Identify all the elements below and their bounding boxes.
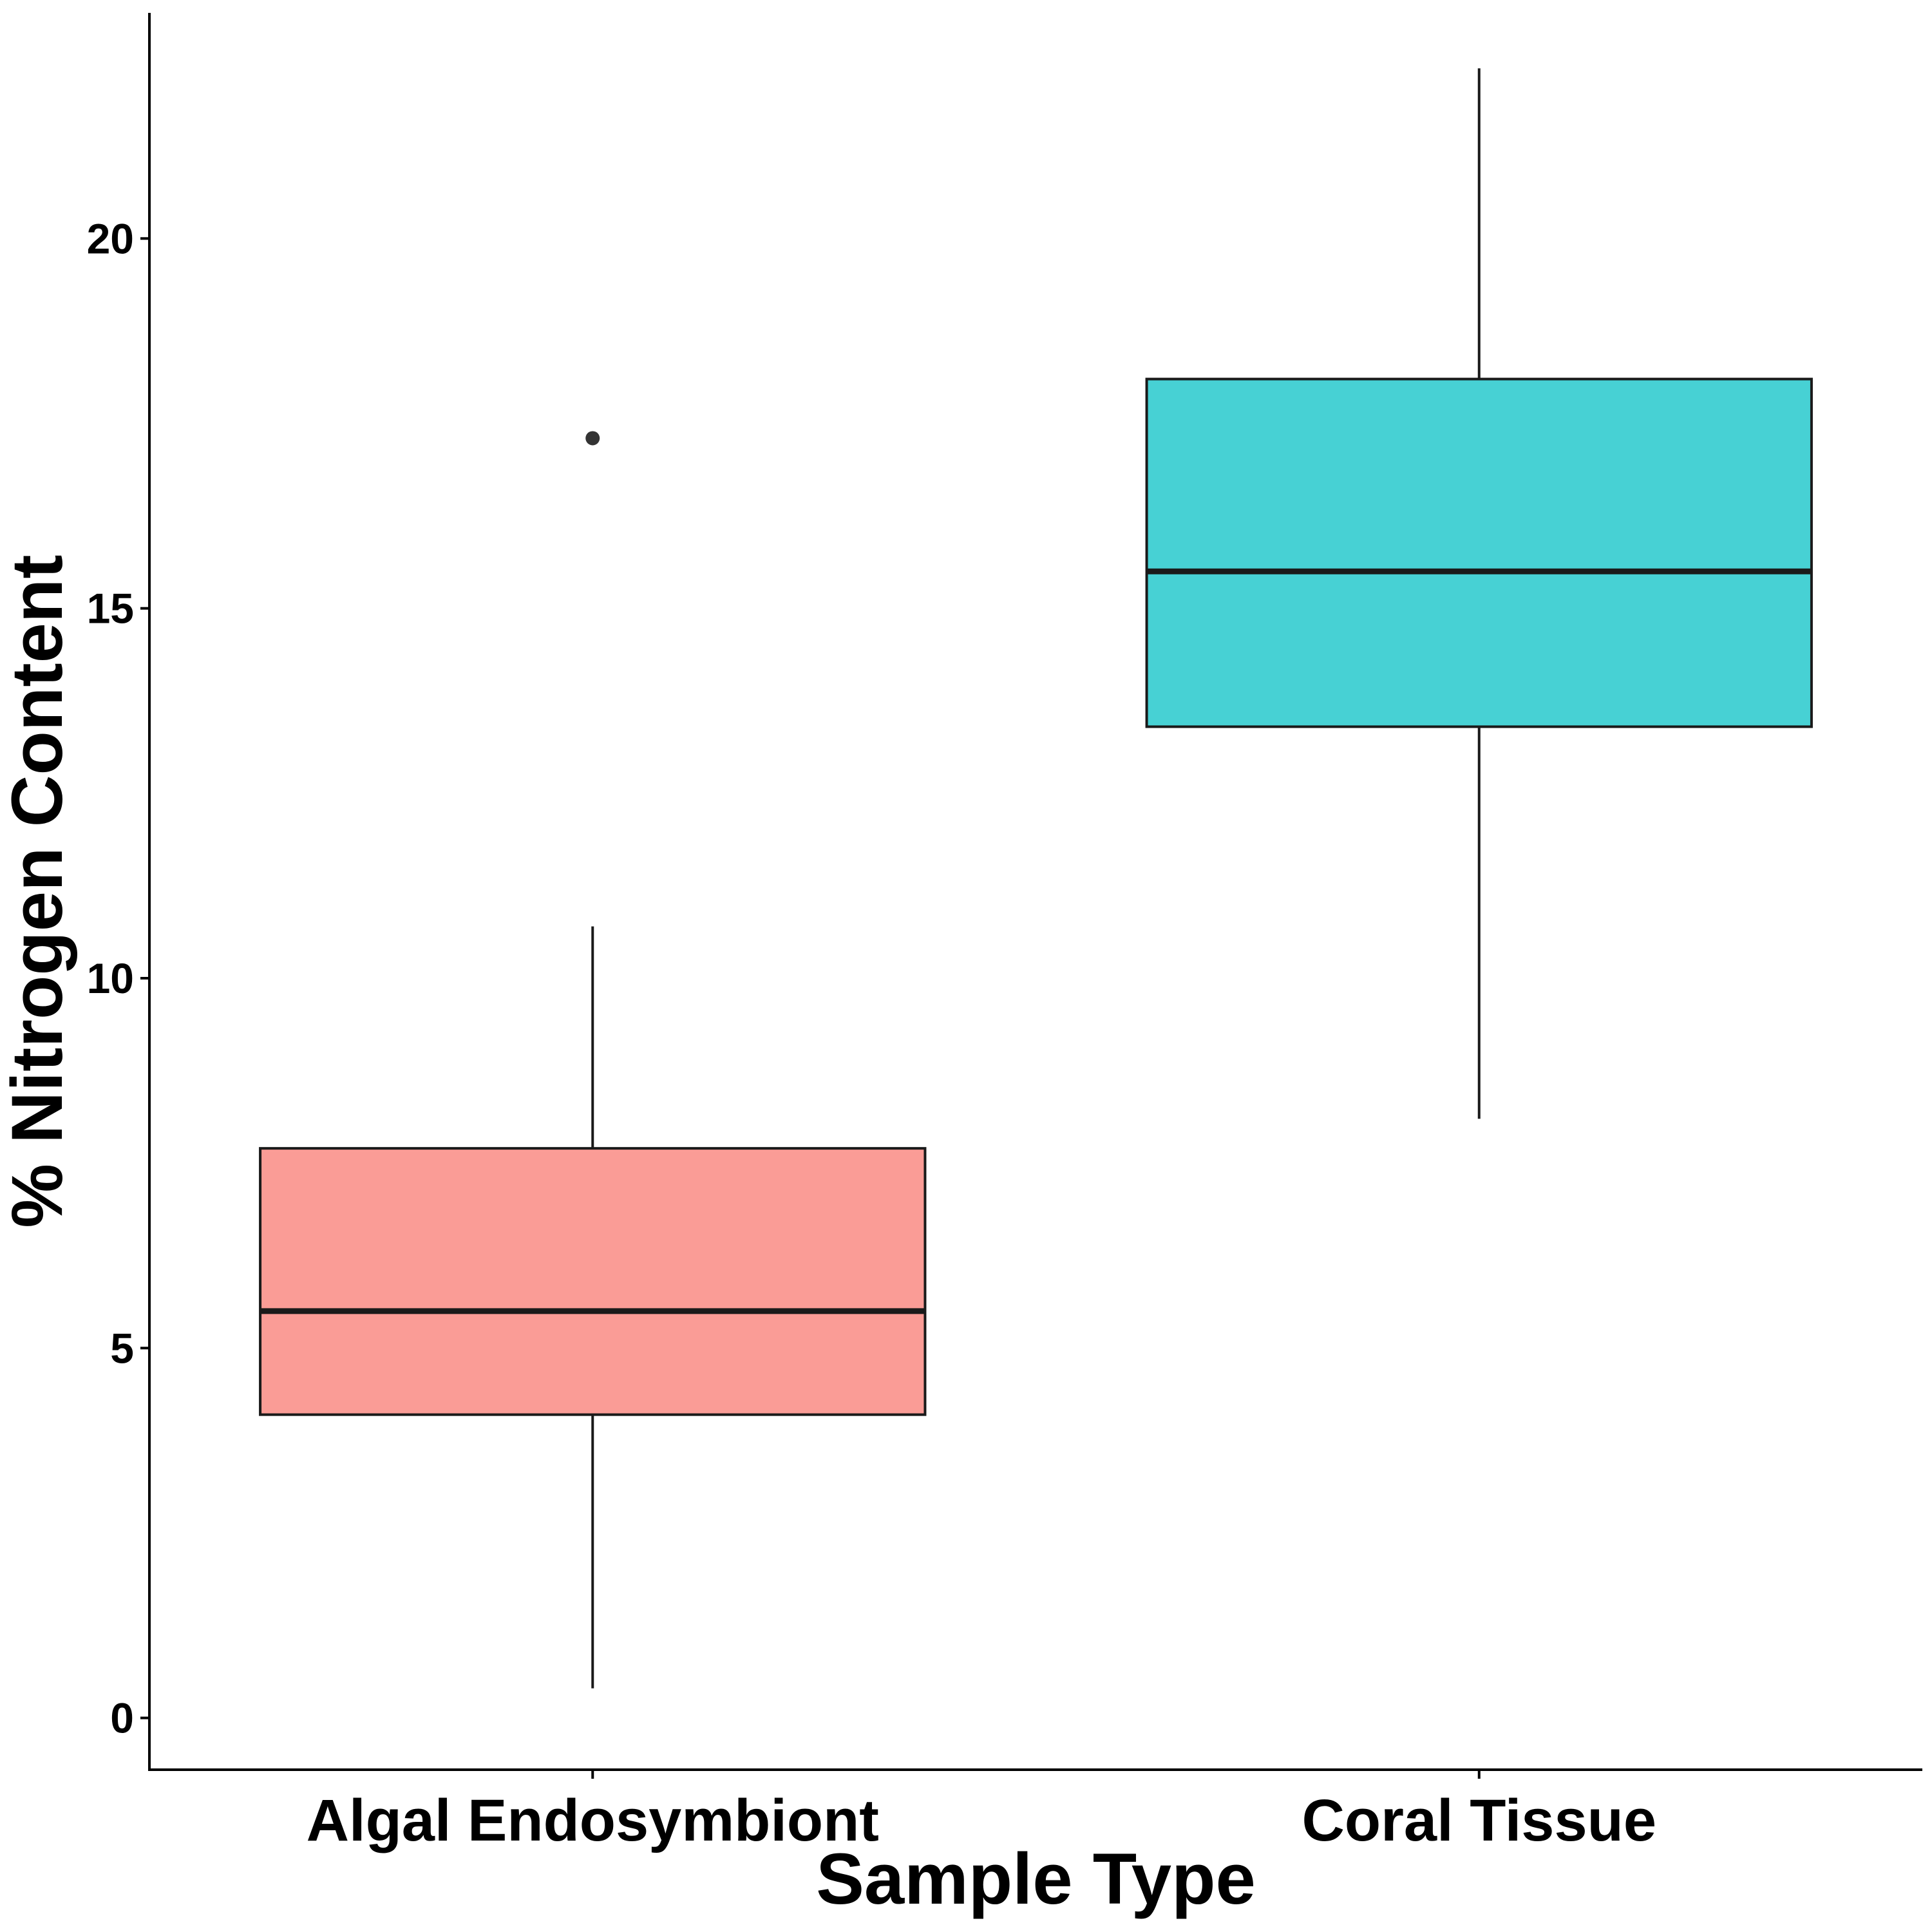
outlier-point <box>585 431 600 446</box>
y-axis-ticks: 0 5 10 15 20 <box>87 214 149 1742</box>
box-1 <box>259 431 927 1689</box>
y-tick-label: 10 <box>87 954 134 1002</box>
box-2 <box>1145 68 1813 1119</box>
box-body <box>259 1147 927 1416</box>
y-axis-title: % Nitrogen Content <box>0 554 77 1227</box>
plot-area <box>259 68 1813 1689</box>
x-axis-ticks: Algal Endosymbiont Coral Tissue <box>307 1770 1656 1853</box>
y-tick-label: 15 <box>87 585 134 632</box>
y-tick-label: 0 <box>110 1694 134 1742</box>
y-tick-label: 20 <box>87 214 134 262</box>
box-body <box>1145 377 1813 728</box>
y-tick-label: 5 <box>110 1324 134 1372</box>
x-axis-title: Sample Type <box>816 1839 1256 1919</box>
x-tick-label: Coral Tissue <box>1302 1788 1656 1853</box>
x-tick-label: Algal Endosymbiont <box>307 1788 879 1853</box>
